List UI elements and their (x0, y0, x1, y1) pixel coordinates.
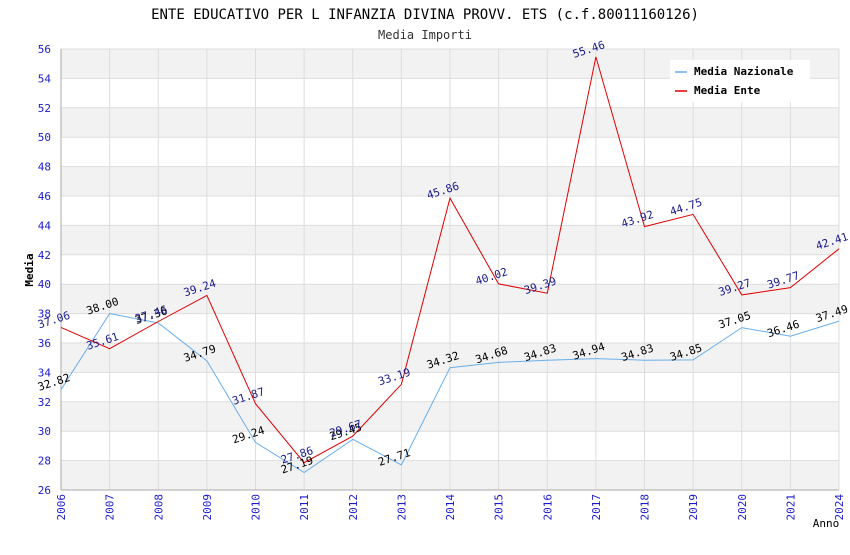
legend-box (670, 60, 810, 102)
x-tick-label-2021: 2021 (784, 494, 797, 521)
y-tick-label-34: 34 (38, 366, 52, 379)
y-tick-label-42: 42 (38, 249, 51, 262)
x-tick-label-2016: 2016 (541, 494, 554, 521)
series-lines (60, 56, 840, 474)
x-tick-label-2011: 2011 (298, 494, 311, 521)
data-label-media-ente-2019: 44.75 (668, 196, 704, 219)
x-tick-label-2017: 2017 (590, 494, 603, 521)
y-tick-label-48: 48 (38, 161, 51, 174)
x-tick-label-2014: 2014 (444, 494, 457, 521)
x-tick-label-2012: 2012 (347, 494, 360, 521)
series-line-media-nazionale (60, 313, 840, 474)
x-tick-label-2013: 2013 (395, 494, 408, 521)
legend: Media Nazionale Media Ente (670, 60, 810, 102)
y-tick-label-52: 52 (38, 102, 51, 115)
chart-title: ENTE EDUCATIVO PER L INFANZIA DIVINA PRO… (151, 7, 699, 23)
x-tick-label-2018: 2018 (639, 494, 652, 521)
y-tick-label-46: 46 (38, 190, 51, 203)
x-tick-label-2006: 2006 (55, 494, 68, 521)
y-tick-label-26: 26 (38, 484, 51, 497)
x-tick-label-2024: 2024 (833, 494, 846, 521)
y-axis-label: Media (23, 253, 36, 286)
x-tick-label-2010: 2010 (250, 494, 263, 521)
x-tick-label-2019: 2019 (687, 494, 700, 521)
series-line-media-ente (60, 56, 840, 464)
x-tick-label-2020: 2020 (736, 494, 749, 521)
x-axis-label: Anno (813, 517, 840, 530)
x-tick-label-2007: 2007 (104, 494, 117, 521)
y-tick-label-30: 30 (38, 425, 51, 438)
data-label-media-nazionale-2021: 36.46 (766, 318, 802, 341)
x-tick-label-2009: 2009 (201, 494, 214, 521)
chart-subtitle: Media Importi (378, 28, 472, 42)
y-tick-label-40: 40 (38, 278, 51, 291)
y-tick-label-32: 32 (38, 396, 51, 409)
x-tick-label-2015: 2015 (493, 494, 506, 521)
x-tick-label-2008: 2008 (152, 494, 165, 521)
y-tick-label-28: 28 (38, 455, 51, 468)
y-tick-label-56: 56 (38, 43, 51, 56)
legend-label-media-ente: Media Ente (694, 84, 761, 97)
axes: 26 28 30 32 34 36 38 40 42 44 46 48 50 52 54 56 2006 2007… (38, 43, 846, 521)
y-tick-label-36: 36 (38, 337, 51, 350)
legend-label-media-nazionale: Media Nazionale (694, 65, 794, 78)
y-tick-label-44: 44 (38, 219, 52, 232)
y-tick-label-50: 50 (38, 131, 51, 144)
y-tick-label-38: 38 (38, 308, 51, 321)
y-tick-label-54: 54 (38, 72, 52, 85)
